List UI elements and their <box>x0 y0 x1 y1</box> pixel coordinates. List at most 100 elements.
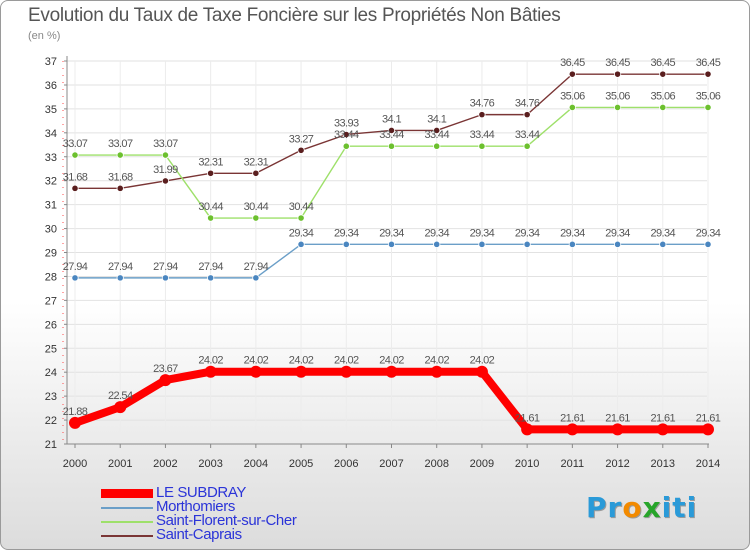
data-point <box>161 177 170 185</box>
y-tick-label: 27 <box>45 295 57 307</box>
data-label: 33.44 <box>334 129 359 141</box>
logo-letter: r <box>607 491 623 524</box>
y-tick-label: 34 <box>45 128 57 140</box>
data-point <box>71 274 79 282</box>
logo-letter: i <box>686 491 698 524</box>
data-label: 36.45 <box>651 57 676 69</box>
x-tick-label: 2012 <box>605 458 629 470</box>
data-point <box>478 142 486 150</box>
data-point <box>116 184 124 192</box>
y-tick-label: 22 <box>45 415 57 427</box>
data-label: 33.44 <box>470 129 495 141</box>
data-label: 35.06 <box>560 90 585 102</box>
data-label: 35.06 <box>651 90 676 102</box>
data-point <box>297 240 305 248</box>
data-label: 34.1 <box>427 113 446 125</box>
x-tick-label: 2005 <box>289 458 313 470</box>
data-label: 30.44 <box>198 201 223 213</box>
y-tick-label: 24 <box>45 367 57 379</box>
y-tick-label: 32 <box>45 176 57 188</box>
data-label: 31.68 <box>63 171 88 183</box>
data-point <box>342 240 350 248</box>
legend-label: Saint-Caprais <box>156 526 242 543</box>
data-label: 24.02 <box>334 355 359 367</box>
data-point <box>613 70 622 78</box>
data-label: 27.94 <box>244 261 269 273</box>
data-point <box>207 214 215 222</box>
data-point <box>161 151 170 159</box>
data-label: 29.34 <box>515 227 540 239</box>
y-tick-label: 21 <box>45 439 57 451</box>
data-point <box>704 240 712 248</box>
data-point <box>523 142 531 150</box>
data-label: 36.45 <box>560 57 585 69</box>
x-tick-label: 2006 <box>334 458 358 470</box>
y-tick-label: 26 <box>45 319 57 331</box>
data-point <box>659 240 667 248</box>
data-label: 27.94 <box>108 261 133 273</box>
data-label: 21.61 <box>605 412 630 424</box>
data-point <box>387 142 396 150</box>
logo-letter: o <box>622 491 643 524</box>
series-le-subdray <box>69 365 714 436</box>
data-label: 24.02 <box>424 355 449 367</box>
legend-swatch <box>101 535 153 537</box>
data-label: 27.94 <box>198 261 223 273</box>
data-point <box>433 142 441 150</box>
legend-label: Saint-Florent-sur-Cher <box>156 512 297 529</box>
legend-swatch <box>101 507 153 509</box>
data-point <box>252 274 260 282</box>
data-label: 33.93 <box>334 117 359 129</box>
data-point <box>161 274 170 282</box>
data-point <box>249 365 262 378</box>
data-point <box>71 184 79 192</box>
data-label: 32.31 <box>244 156 269 168</box>
data-point <box>702 423 714 436</box>
data-point <box>568 103 576 112</box>
series-saint-caprais <box>71 70 712 192</box>
x-tick-label: 2008 <box>424 458 448 470</box>
data-label: 36.45 <box>605 57 630 69</box>
data-point <box>342 130 350 139</box>
data-label: 21.88 <box>63 406 88 418</box>
y-tick-label: 31 <box>45 200 57 212</box>
data-label: 21.61 <box>560 412 585 424</box>
logo-letter: i <box>661 491 673 524</box>
data-label: 33.07 <box>153 138 178 150</box>
legend-swatch <box>101 521 153 523</box>
data-point <box>433 240 441 248</box>
data-point <box>611 423 624 436</box>
data-point <box>297 146 305 154</box>
data-label: 21.61 <box>696 412 721 424</box>
data-point <box>433 126 441 135</box>
data-label: 33.27 <box>289 133 314 145</box>
data-point <box>613 103 622 112</box>
y-tick-label: 25 <box>45 343 57 355</box>
data-point <box>295 365 308 378</box>
data-point <box>568 240 576 248</box>
data-label: 29.34 <box>560 227 585 239</box>
data-point <box>704 70 712 78</box>
data-label: 24.02 <box>244 355 269 367</box>
data-label: 33.07 <box>108 138 133 150</box>
x-tick-label: 2007 <box>379 458 403 470</box>
data-label: 29.34 <box>424 227 449 239</box>
x-tick-label: 2013 <box>651 458 675 470</box>
y-tick-label: 23 <box>45 391 57 403</box>
data-label: 33.07 <box>63 138 88 150</box>
x-tick-label: 2010 <box>515 458 539 470</box>
data-label: 29.34 <box>470 227 495 239</box>
x-tick-label: 2011 <box>561 458 585 470</box>
x-tick-label: 2000 <box>63 458 87 470</box>
series-morthomiers <box>71 240 712 282</box>
data-label: 33.44 <box>424 129 449 141</box>
logo-letter: x <box>642 491 662 524</box>
data-point <box>342 142 350 150</box>
data-point <box>523 240 531 248</box>
data-point <box>659 70 667 78</box>
x-tick-label: 2014 <box>696 458 720 470</box>
data-point <box>204 365 217 378</box>
data-point <box>69 416 81 429</box>
x-tick-label: 2004 <box>244 458 268 470</box>
